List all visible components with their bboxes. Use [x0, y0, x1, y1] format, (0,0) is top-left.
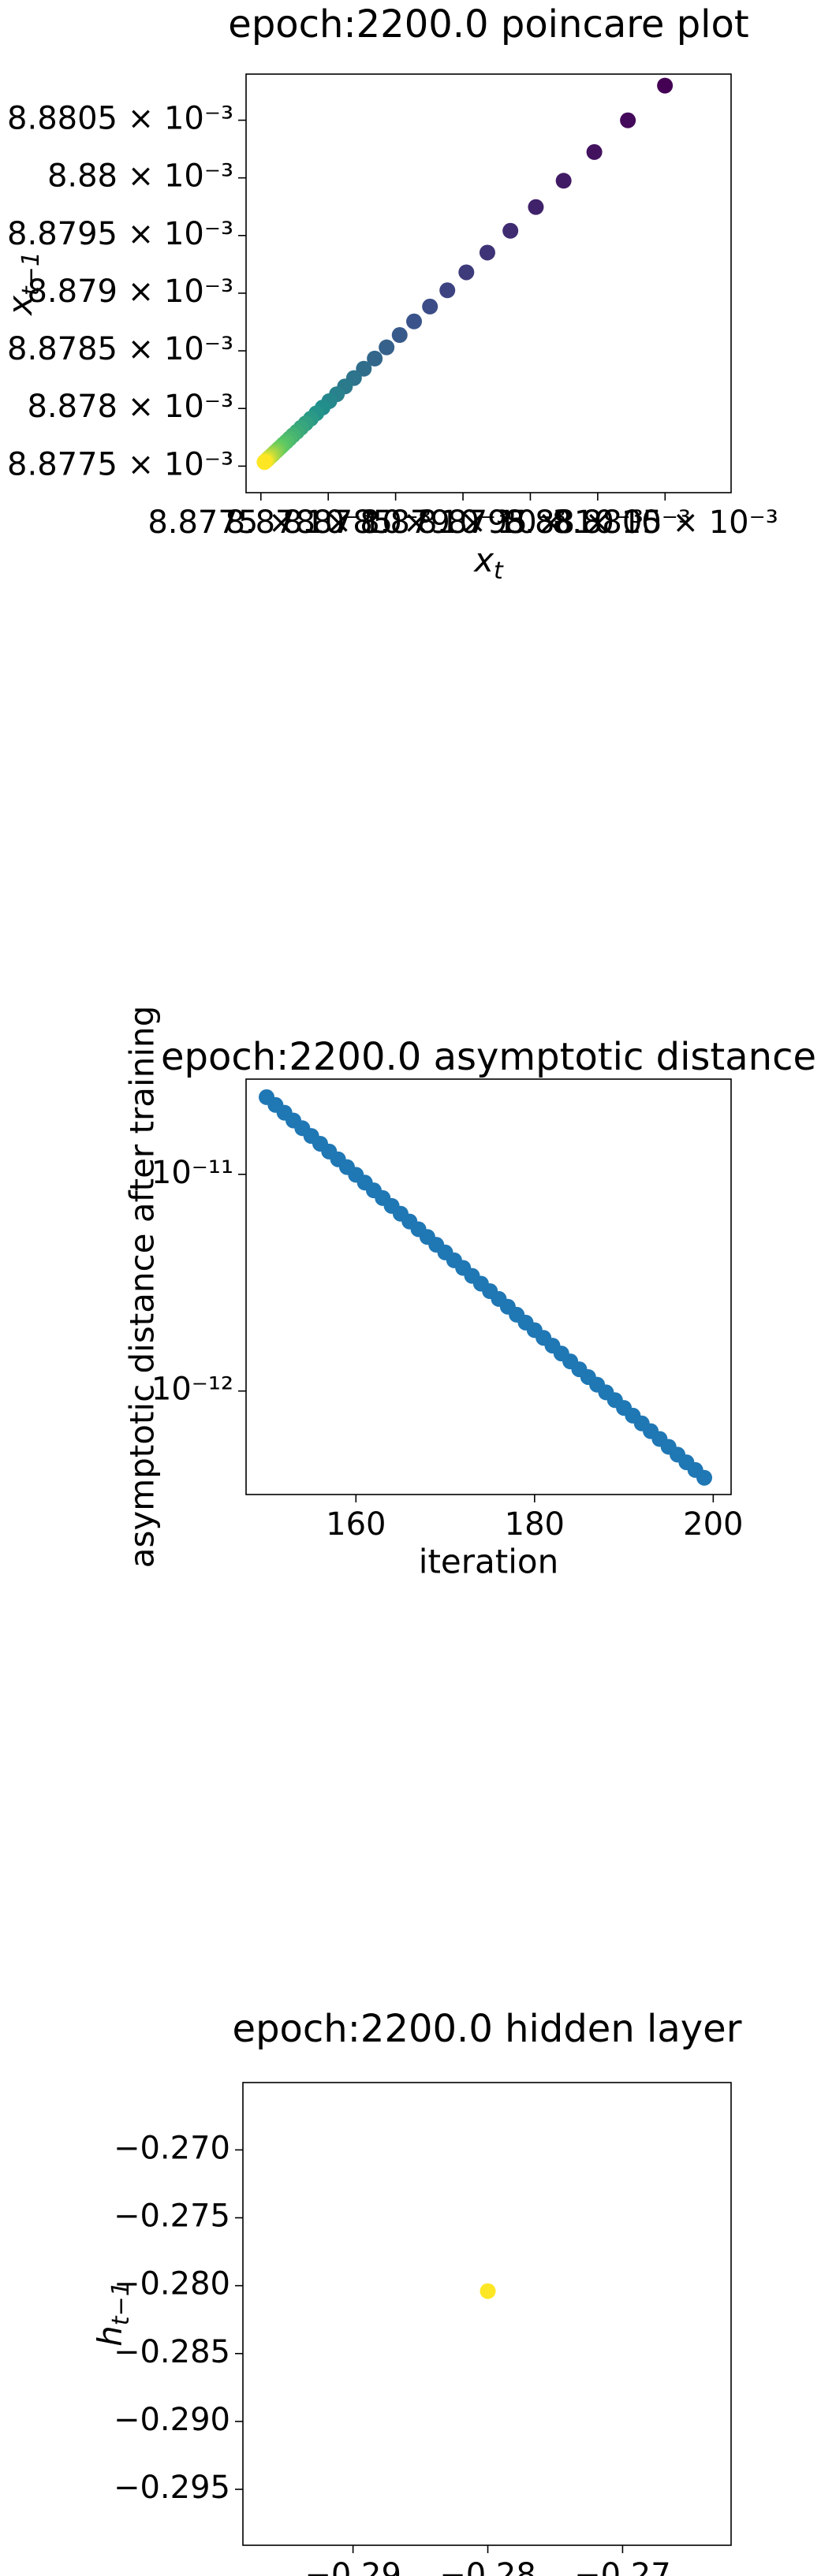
- y-tick-label: −0.290: [114, 2402, 230, 2438]
- chart: epoch:2200.0 hidden layer −0.29 −0.28 −0.27…: [91, 2007, 742, 2576]
- x-tick-label: 8.8795 × 10⁻³: [417, 504, 644, 541]
- point: [479, 244, 495, 261]
- x-tick-label: 8.88 × 10⁻³: [505, 504, 691, 541]
- y-axis-label: asymptotic distance after training: [123, 1006, 162, 1569]
- point: [458, 264, 475, 281]
- point: [439, 282, 456, 299]
- point: [356, 360, 372, 377]
- point: [406, 313, 423, 329]
- x-tick-label: 8.8785 × 10⁻³: [282, 504, 509, 541]
- y-tick-label: −0.270: [114, 2130, 230, 2166]
- y-tick-label: −0.295: [114, 2470, 230, 2506]
- y-axis-label: xt−1: [1, 251, 45, 317]
- x-tick-label: 200: [683, 1506, 743, 1543]
- point: [391, 327, 408, 344]
- axes-frame: [245, 1078, 732, 1495]
- y-tick-label: 8.88 × 10⁻³: [47, 158, 233, 195]
- y-tick-label: −0.280: [114, 2266, 230, 2302]
- x-tick-label: 8.8775 × 10⁻³: [147, 504, 374, 541]
- y-axis-label-sub: t−1: [17, 251, 45, 296]
- point: [586, 143, 603, 160]
- point: [480, 2283, 496, 2299]
- x-axis-label-base: x: [472, 541, 494, 579]
- x-tick-label: 180: [505, 1506, 565, 1543]
- y-axis-label-sub: t−1: [107, 2281, 135, 2325]
- y-tick-label: −0.275: [114, 2198, 230, 2235]
- chart-title: epoch:2200.0 asymptotic distance: [161, 1035, 816, 1079]
- y-tick-label: −0.285: [114, 2334, 230, 2370]
- y-tick-label: 8.8805 × 10⁻³: [7, 101, 233, 137]
- point: [620, 112, 636, 128]
- y-tick-label: 8.879 × 10⁻³: [27, 274, 233, 310]
- x-axis-label: iteration: [419, 1543, 558, 1581]
- point: [696, 1469, 713, 1486]
- point: [379, 339, 395, 356]
- y-tick-label: 8.8795 × 10⁻³: [7, 216, 233, 252]
- point: [422, 298, 438, 315]
- chart-title: epoch:2200.0 poincare plot: [228, 2, 748, 47]
- x-axis-label-sub: t: [494, 557, 504, 585]
- x-tick-label: 160: [326, 1506, 386, 1543]
- axes-frame: [245, 73, 732, 493]
- point: [657, 77, 674, 94]
- y-axis-label-base: x: [1, 295, 39, 317]
- x-tick-label: 8.8805 × 10⁻³: [552, 504, 778, 541]
- axes-frame: [242, 2082, 732, 2546]
- x-tick-label: −0.28: [439, 2557, 536, 2576]
- y-tick-label: 8.878 × 10⁻³: [27, 389, 233, 425]
- x-tick-label: 8.878 × 10⁻³: [225, 504, 431, 541]
- point: [502, 222, 519, 239]
- x-tick-label: −0.27: [574, 2557, 671, 2576]
- point: [528, 199, 544, 215]
- point: [256, 454, 273, 471]
- x-tick-label: −0.29: [304, 2557, 401, 2576]
- y-tick-label: 8.8775 × 10⁻³: [7, 446, 233, 482]
- y-tick-label: 10⁻¹²: [151, 1372, 233, 1408]
- point: [367, 350, 383, 367]
- y-tick-label: 8.8785 × 10⁻³: [7, 331, 233, 367]
- x-axis-label: xt: [472, 541, 504, 585]
- point: [555, 173, 572, 189]
- chart-title: epoch:2200.0 hidden layer: [233, 2007, 742, 2051]
- x-tick-label: 8.879 × 10⁻³: [360, 504, 566, 541]
- y-tick-label: 10⁻¹¹: [151, 1155, 233, 1191]
- y-axis-label: ht−1: [91, 2281, 135, 2347]
- chart: epoch:2200.0 asymptotic distance 160 180 20…: [123, 1006, 817, 1581]
- y-axis-label-base: h: [91, 2325, 129, 2347]
